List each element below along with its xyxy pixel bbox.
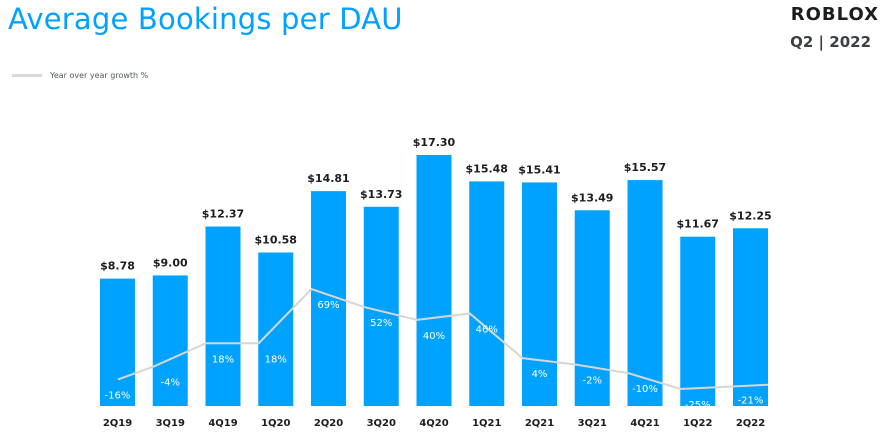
bar-2Q21 <box>522 182 557 406</box>
bar-4Q19 <box>205 226 241 406</box>
bar-value-label: $15.41 <box>518 163 560 176</box>
growth-label: -4% <box>161 378 180 389</box>
bar-value-label: $17.30 <box>413 136 456 149</box>
x-tick-label: 2Q21 <box>525 418 554 429</box>
bar-1Q21 <box>469 181 505 406</box>
legend-label: Year over year growth % <box>50 71 149 80</box>
growth-label: -10% <box>632 384 658 395</box>
chart-title: Average Bookings per DAU <box>8 2 403 36</box>
bar-value-label: $12.37 <box>202 208 244 221</box>
legend: Year over year growth % <box>12 71 148 80</box>
bar-3Q21 <box>574 210 610 406</box>
bar-value-label: $12.25 <box>729 209 771 222</box>
bar-value-label: $10.58 <box>255 233 297 246</box>
bar-value-label: $8.78 <box>100 260 135 273</box>
x-tick-label: 2Q22 <box>736 418 765 429</box>
x-tick-label: 1Q21 <box>472 418 501 429</box>
bar-value-label: $11.67 <box>677 218 719 231</box>
growth-label: 18% <box>212 354 234 365</box>
x-tick-label: 3Q21 <box>578 418 607 429</box>
bar-2Q19 <box>100 278 135 406</box>
bar-3Q20 <box>363 206 399 406</box>
growth-label: 40% <box>423 331 445 342</box>
bar-value-label: $13.73 <box>360 188 402 201</box>
growth-label: 46% <box>476 324 498 335</box>
bar-value-label: $14.81 <box>307 172 349 185</box>
growth-label: 18% <box>265 354 287 365</box>
bar-3Q19 <box>152 275 188 406</box>
x-tick-label: 4Q19 <box>208 418 237 429</box>
bar-value-label: $15.57 <box>624 161 666 174</box>
bar-value-label: $15.48 <box>466 162 508 175</box>
growth-label: 52% <box>370 318 392 329</box>
legend-line-swatch <box>12 74 42 77</box>
x-tick-label: 1Q20 <box>261 418 290 429</box>
bar-value-label: $9.00 <box>153 256 188 269</box>
x-tick-label: 3Q19 <box>156 418 185 429</box>
growth-label: 69% <box>317 300 339 311</box>
bar-1Q20 <box>258 252 294 406</box>
x-tick-label: 3Q20 <box>367 418 396 429</box>
growth-label: -16% <box>105 390 131 401</box>
growth-line <box>117 287 769 391</box>
growth-label: 4% <box>532 369 548 380</box>
brand-logo: ROBLOX <box>790 4 879 25</box>
x-tick-label: 1Q22 <box>683 418 712 429</box>
x-tick-label: 4Q20 <box>419 418 448 429</box>
bar-4Q21 <box>627 180 663 406</box>
period-label: Q2 | 2022 <box>790 33 871 51</box>
bar-1Q22 <box>680 236 716 406</box>
growth-label: -21% <box>738 396 764 407</box>
x-tick-label: 2Q20 <box>314 418 343 429</box>
bar-2Q22 <box>733 228 768 406</box>
growth-label: -2% <box>583 376 602 387</box>
bar-value-label: $13.49 <box>571 191 613 204</box>
x-tick-label: 4Q21 <box>630 418 659 429</box>
x-tick-label: 2Q19 <box>103 418 132 429</box>
bar-4Q20 <box>416 155 452 406</box>
growth-label: -25% <box>685 400 711 411</box>
